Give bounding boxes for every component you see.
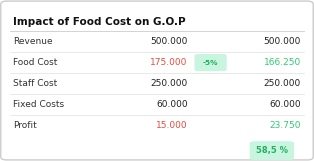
Text: Fixed Costs: Fixed Costs [13,100,64,109]
Text: 175.000: 175.000 [150,58,188,67]
Text: 166.250: 166.250 [264,58,301,67]
Text: Food Cost: Food Cost [13,58,57,67]
Text: 15.000: 15.000 [156,121,188,130]
Text: 23.750: 23.750 [269,121,301,130]
FancyBboxPatch shape [195,54,227,71]
Text: 500.000: 500.000 [264,37,301,46]
FancyBboxPatch shape [250,141,294,160]
Text: Profit: Profit [13,121,37,130]
Text: -5%: -5% [203,60,218,66]
Text: 60.000: 60.000 [156,100,188,109]
Text: 500.000: 500.000 [150,37,188,46]
Text: 60.000: 60.000 [269,100,301,109]
Text: Revenue: Revenue [13,37,53,46]
Text: Staff Cost: Staff Cost [13,79,57,88]
Text: 250.000: 250.000 [150,79,188,88]
Text: 58,5 %: 58,5 % [256,146,288,155]
Text: 250.000: 250.000 [264,79,301,88]
Text: Impact of Food Cost on G.O.P: Impact of Food Cost on G.O.P [13,17,186,27]
